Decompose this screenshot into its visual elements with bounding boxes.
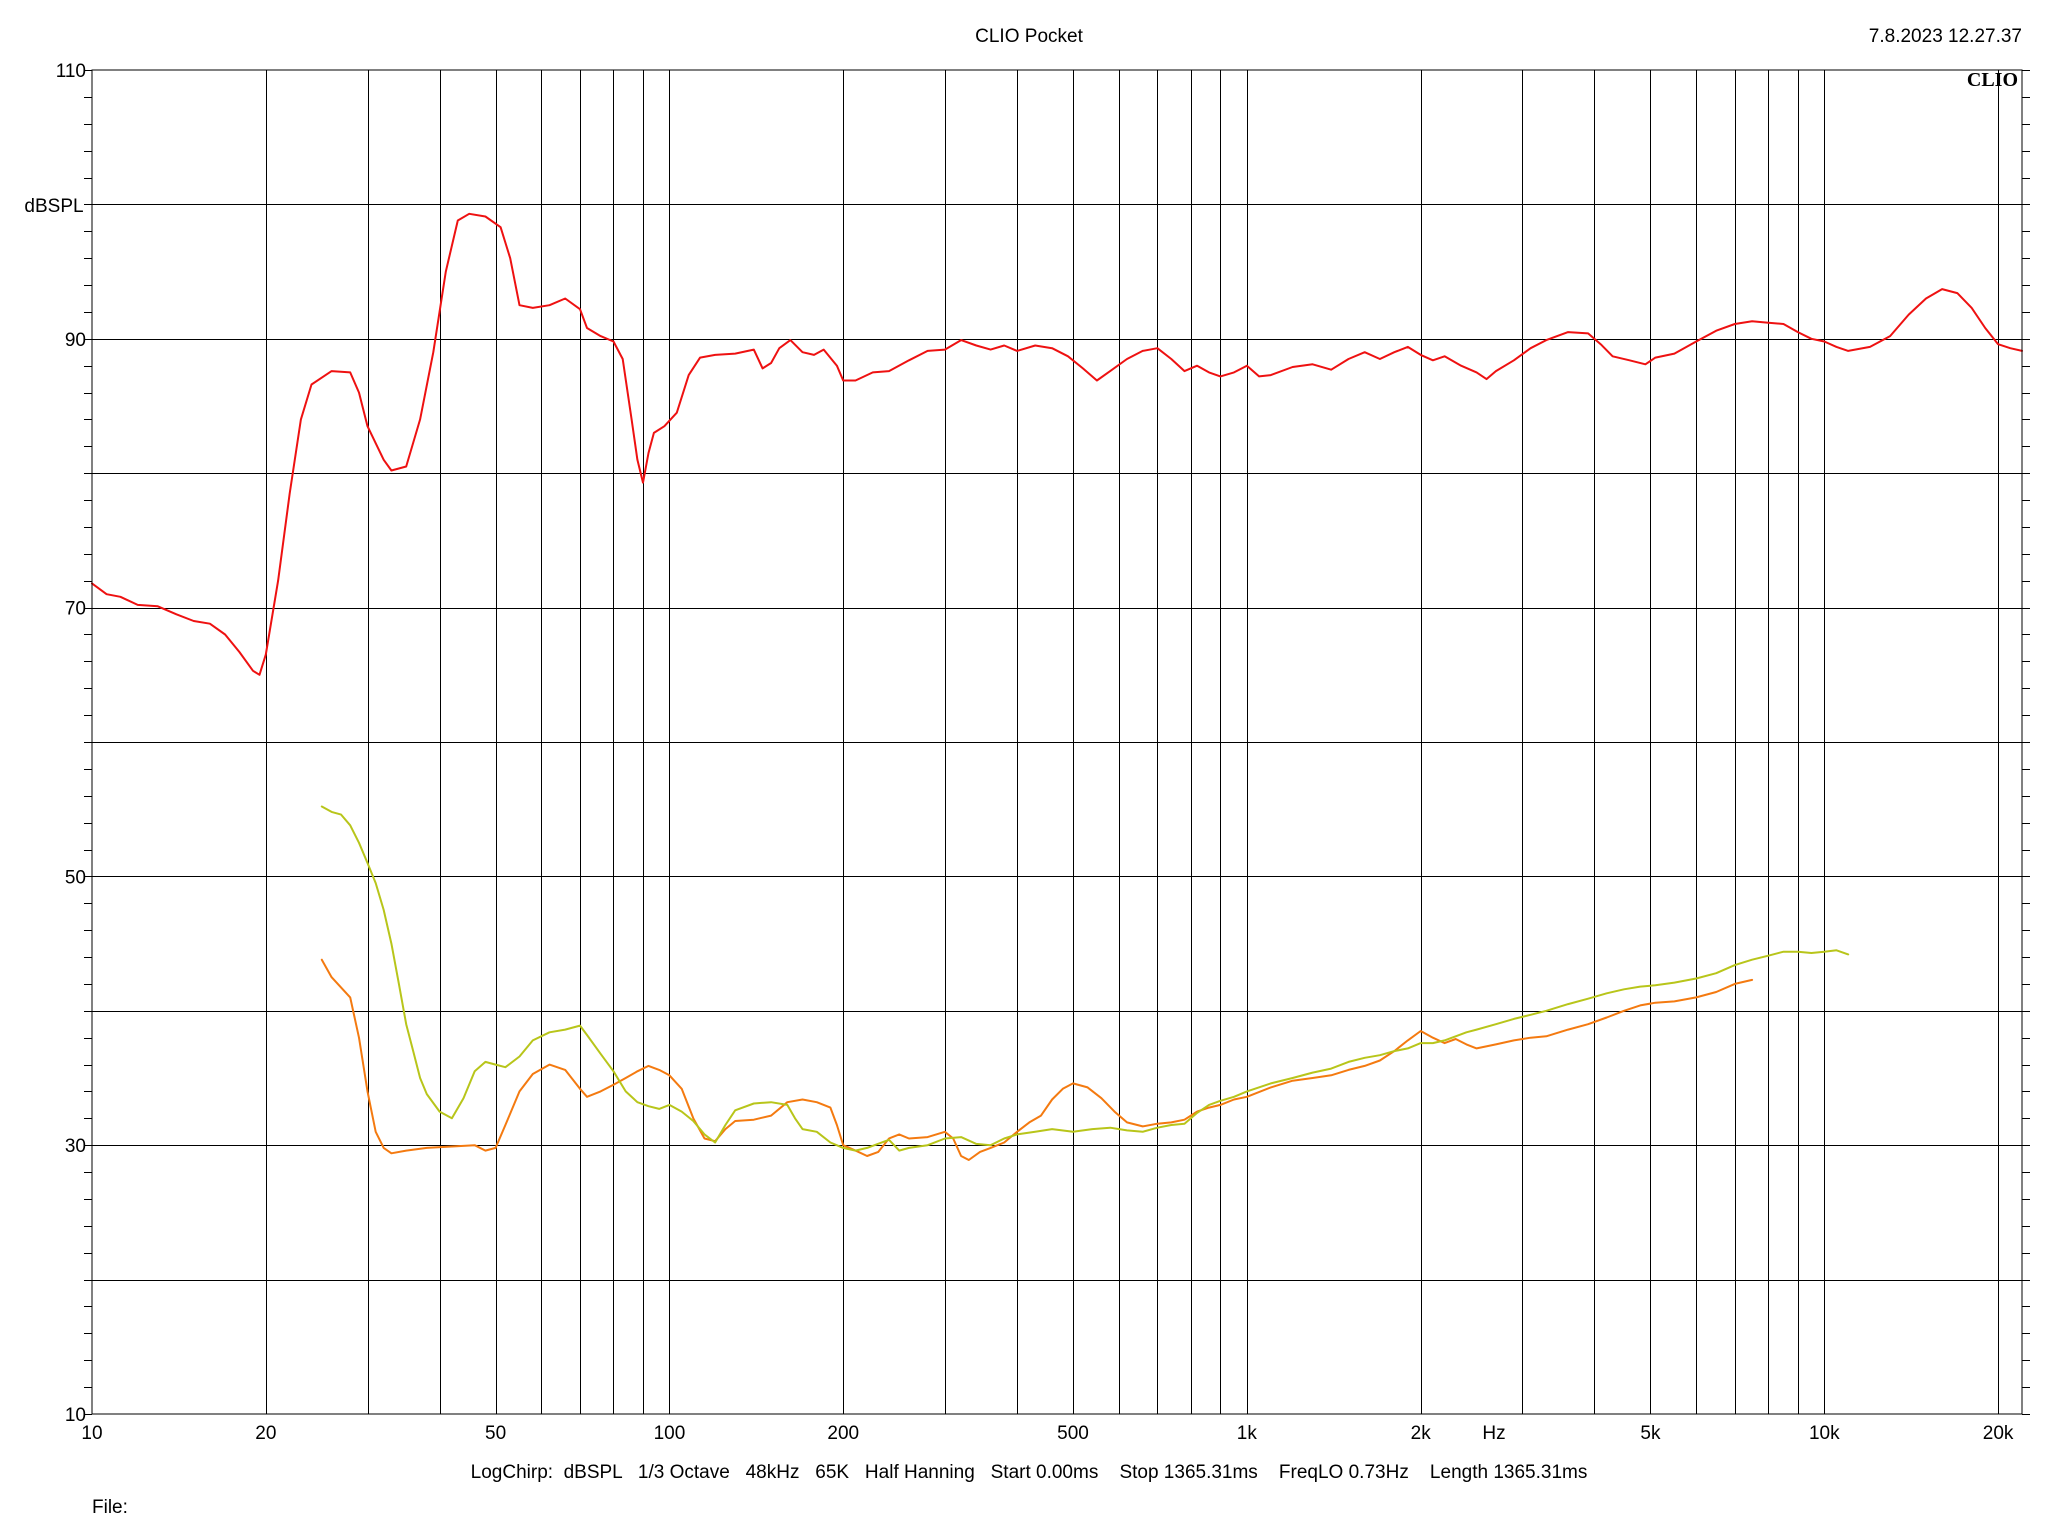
x-tick-label: 1k bbox=[1237, 1423, 1258, 1444]
y-tick-label: 50 bbox=[65, 867, 86, 888]
y-tick-label: 90 bbox=[65, 330, 86, 351]
x-tick-label: 500 bbox=[1057, 1423, 1089, 1444]
brand-logo: CLIO bbox=[1967, 69, 2018, 91]
measurement-settings: LogChirp: dBSPL 1/3 Octave 48kHz 65K Hal… bbox=[471, 1462, 1588, 1483]
series-line-3 bbox=[320, 805, 1850, 1152]
x-tick-label: 20k bbox=[1983, 1423, 2014, 1444]
x-tick-label: 100 bbox=[654, 1423, 686, 1444]
x-axis-label: Hz bbox=[1482, 1423, 1505, 1444]
timestamp: 7.8.2023 12.27.37 bbox=[1869, 26, 2022, 47]
y-tick-label: 70 bbox=[65, 599, 86, 620]
x-tick-label: 5k bbox=[1640, 1423, 1661, 1444]
grid bbox=[92, 70, 2022, 1414]
x-tick-label: 20 bbox=[255, 1423, 276, 1444]
series-line-2 bbox=[320, 958, 1754, 1161]
x-tick-label: 2k bbox=[1411, 1423, 1432, 1444]
y-axis-label: dBSPL bbox=[24, 196, 83, 217]
x-tick-label: 10k bbox=[1809, 1423, 1840, 1444]
x-tick-label: 10 bbox=[81, 1423, 102, 1444]
file-label: File: bbox=[92, 1497, 128, 1518]
series-layer bbox=[91, 212, 2023, 1161]
y-tick-label: 10 bbox=[65, 1405, 86, 1426]
y-tick-label: 110 bbox=[56, 61, 86, 82]
app-title: CLIO Pocket bbox=[975, 26, 1083, 47]
y-tick-label: 30 bbox=[65, 1136, 86, 1157]
series-line-1 bbox=[91, 212, 2023, 676]
x-tick-label: 200 bbox=[827, 1423, 859, 1444]
x-tick-label: 50 bbox=[485, 1423, 506, 1444]
